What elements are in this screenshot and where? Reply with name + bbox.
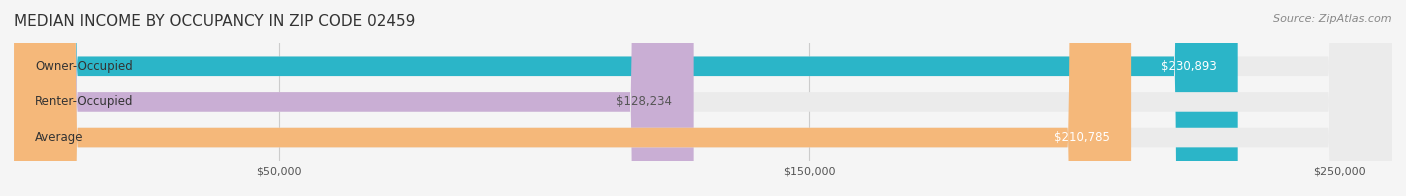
FancyBboxPatch shape xyxy=(14,0,1130,196)
Text: $210,785: $210,785 xyxy=(1054,131,1109,144)
Text: Renter-Occupied: Renter-Occupied xyxy=(35,95,134,108)
FancyBboxPatch shape xyxy=(14,0,1237,196)
FancyBboxPatch shape xyxy=(14,0,1392,196)
Text: Source: ZipAtlas.com: Source: ZipAtlas.com xyxy=(1274,14,1392,24)
FancyBboxPatch shape xyxy=(14,0,693,196)
Text: Average: Average xyxy=(35,131,84,144)
Text: $128,234: $128,234 xyxy=(616,95,672,108)
Text: Owner-Occupied: Owner-Occupied xyxy=(35,60,134,73)
Text: MEDIAN INCOME BY OCCUPANCY IN ZIP CODE 02459: MEDIAN INCOME BY OCCUPANCY IN ZIP CODE 0… xyxy=(14,14,415,29)
FancyBboxPatch shape xyxy=(14,0,1392,196)
Text: $230,893: $230,893 xyxy=(1161,60,1216,73)
FancyBboxPatch shape xyxy=(14,0,1392,196)
